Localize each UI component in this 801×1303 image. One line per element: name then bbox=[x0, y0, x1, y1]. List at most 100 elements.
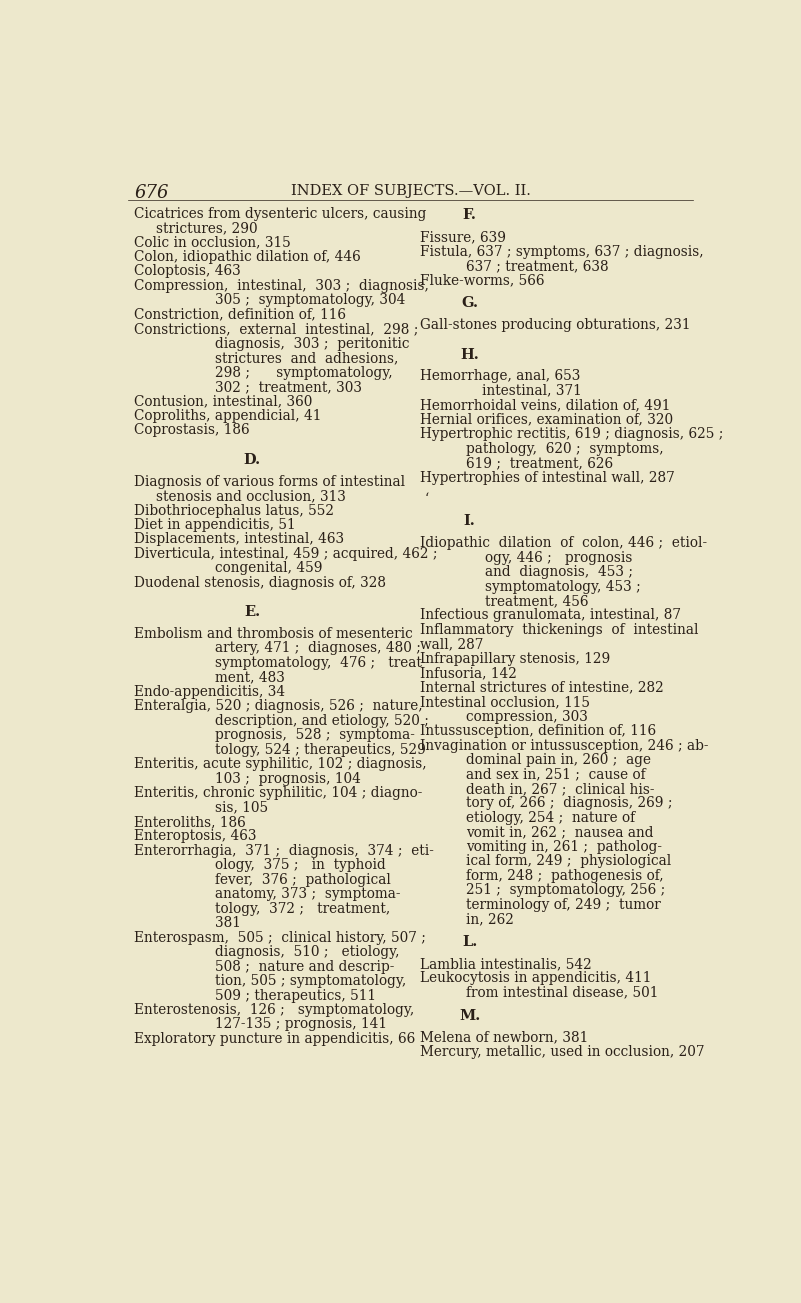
Text: Gall-stones producing obturations, 231: Gall-stones producing obturations, 231 bbox=[420, 318, 690, 332]
Text: treatment, 456: treatment, 456 bbox=[485, 594, 589, 609]
Text: strictures, 290: strictures, 290 bbox=[156, 222, 258, 235]
Text: L.: L. bbox=[462, 936, 477, 949]
Text: 298 ;      symptomatology,: 298 ; symptomatology, bbox=[215, 366, 392, 379]
Text: 305 ;  symptomatology, 304: 305 ; symptomatology, 304 bbox=[215, 293, 405, 308]
Text: Hypertrophic rectitis, 619 ; diagnosis, 625 ;: Hypertrophic rectitis, 619 ; diagnosis, … bbox=[420, 427, 723, 442]
Text: fever,  376 ;  pathological: fever, 376 ; pathological bbox=[215, 873, 391, 887]
Text: Fluke-worms, 566: Fluke-worms, 566 bbox=[420, 274, 545, 288]
Text: vomit in, 262 ;  nausea and: vomit in, 262 ; nausea and bbox=[466, 825, 654, 839]
Text: Embolism and thrombosis of mesenteric: Embolism and thrombosis of mesenteric bbox=[135, 627, 413, 641]
Text: Diagnosis of various forms of intestinal: Diagnosis of various forms of intestinal bbox=[135, 474, 405, 489]
Text: Hemorrhage, anal, 653: Hemorrhage, anal, 653 bbox=[420, 369, 580, 383]
Text: Enterostenosis,  126 ;   symptomatology,: Enterostenosis, 126 ; symptomatology, bbox=[135, 1003, 415, 1018]
Text: anatomy, 373 ;  symptoma-: anatomy, 373 ; symptoma- bbox=[215, 887, 400, 902]
Text: Enterospasm,  505 ;  clinical history, 507 ;: Enterospasm, 505 ; clinical history, 507… bbox=[135, 930, 426, 945]
Text: sis, 105: sis, 105 bbox=[215, 800, 268, 814]
Text: Colic in occlusion, 315: Colic in occlusion, 315 bbox=[135, 236, 291, 249]
Text: vomiting in, 261 ;  patholog-: vomiting in, 261 ; patholog- bbox=[466, 840, 662, 853]
Text: tology,  372 ;   treatment,: tology, 372 ; treatment, bbox=[215, 902, 390, 916]
Text: H.: H. bbox=[460, 348, 479, 362]
Text: tion, 505 ; symptomatology,: tion, 505 ; symptomatology, bbox=[215, 975, 406, 988]
Text: 637 ; treatment, 638: 637 ; treatment, 638 bbox=[466, 259, 609, 274]
Text: Constriction, definition of, 116: Constriction, definition of, 116 bbox=[135, 308, 346, 322]
Text: 251 ;  symptomatology, 256 ;: 251 ; symptomatology, 256 ; bbox=[466, 883, 666, 898]
Text: Lamblia intestinalis, 542: Lamblia intestinalis, 542 bbox=[420, 956, 592, 971]
Text: and sex in, 251 ;  cause of: and sex in, 251 ; cause of bbox=[466, 767, 646, 782]
Text: pathology,  620 ;  symptoms,: pathology, 620 ; symptoms, bbox=[466, 442, 664, 456]
Text: 302 ;  treatment, 303: 302 ; treatment, 303 bbox=[215, 380, 362, 394]
Text: 381: 381 bbox=[215, 916, 241, 930]
Text: prognosis,  528 ;  symptoma-: prognosis, 528 ; symptoma- bbox=[215, 728, 415, 743]
Text: Dibothriocephalus latus, 552: Dibothriocephalus latus, 552 bbox=[135, 503, 334, 517]
Text: Displacements, intestinal, 463: Displacements, intestinal, 463 bbox=[135, 533, 344, 546]
Text: compression, 303: compression, 303 bbox=[466, 710, 588, 723]
Text: Hernial orifices, examination of, 320: Hernial orifices, examination of, 320 bbox=[420, 413, 673, 426]
Text: congenital, 459: congenital, 459 bbox=[215, 562, 323, 576]
Text: Inflammatory  thickenings  of  intestinal: Inflammatory thickenings of intestinal bbox=[420, 623, 698, 637]
Text: 619 ;  treatment, 626: 619 ; treatment, 626 bbox=[466, 456, 614, 470]
Text: Cicatrices from dysenteric ulcers, causing: Cicatrices from dysenteric ulcers, causi… bbox=[135, 206, 427, 220]
Text: Infusoria, 142: Infusoria, 142 bbox=[420, 666, 517, 680]
Text: Enteroptosis, 463: Enteroptosis, 463 bbox=[135, 830, 257, 843]
Text: diagnosis,  303 ;  peritonitic: diagnosis, 303 ; peritonitic bbox=[215, 336, 409, 351]
Text: D.: D. bbox=[244, 453, 261, 466]
Text: ‘: ‘ bbox=[425, 491, 429, 506]
Text: diagnosis,  510 ;   etiology,: diagnosis, 510 ; etiology, bbox=[215, 945, 400, 959]
Text: Endo-appendicitis, 34: Endo-appendicitis, 34 bbox=[135, 685, 285, 698]
Text: M.: M. bbox=[459, 1009, 480, 1023]
Text: ment, 483: ment, 483 bbox=[215, 670, 285, 684]
Text: ology,  375 ;   in  typhoid: ology, 375 ; in typhoid bbox=[215, 859, 386, 873]
Text: Fissure, 639: Fissure, 639 bbox=[420, 231, 505, 244]
Text: Enterorrhagia,  371 ;  diagnosis,  374 ;  eti-: Enterorrhagia, 371 ; diagnosis, 374 ; et… bbox=[135, 844, 434, 857]
Text: wall, 287: wall, 287 bbox=[420, 637, 483, 652]
Text: Diverticula, intestinal, 459 ; acquired, 462 ;: Diverticula, intestinal, 459 ; acquired,… bbox=[135, 547, 438, 560]
Text: 508 ;  nature and descrip-: 508 ; nature and descrip- bbox=[215, 959, 394, 973]
Text: 676: 676 bbox=[135, 185, 169, 202]
Text: Intestinal occlusion, 115: Intestinal occlusion, 115 bbox=[420, 696, 590, 709]
Text: Melena of newborn, 381: Melena of newborn, 381 bbox=[420, 1031, 588, 1044]
Text: Coloptosis, 463: Coloptosis, 463 bbox=[135, 265, 241, 279]
Text: Coproliths, appendicial, 41: Coproliths, appendicial, 41 bbox=[135, 409, 322, 423]
Text: symptomatology,  476 ;   treat-: symptomatology, 476 ; treat- bbox=[215, 655, 426, 670]
Text: Compression,  intestinal,  303 ;  diagnosis,: Compression, intestinal, 303 ; diagnosis… bbox=[135, 279, 429, 293]
Text: ical form, 249 ;  physiological: ical form, 249 ; physiological bbox=[466, 855, 671, 868]
Text: Infrapapillary stenosis, 129: Infrapapillary stenosis, 129 bbox=[420, 652, 610, 666]
Text: I.: I. bbox=[464, 515, 475, 529]
Text: Internal strictures of intestine, 282: Internal strictures of intestine, 282 bbox=[420, 680, 663, 694]
Text: Intussusception, definition of, 116: Intussusception, definition of, 116 bbox=[420, 724, 656, 739]
Text: tology, 524 ; therapeutics, 529: tology, 524 ; therapeutics, 529 bbox=[215, 743, 426, 757]
Text: dominal pain in, 260 ;  age: dominal pain in, 260 ; age bbox=[466, 753, 651, 767]
Text: Enteralgia, 520 ; diagnosis, 526 ;  nature,: Enteralgia, 520 ; diagnosis, 526 ; natur… bbox=[135, 700, 423, 713]
Text: symptomatology, 453 ;: symptomatology, 453 ; bbox=[485, 580, 641, 594]
Text: Enteritis, chronic syphilitic, 104 ; diagno-: Enteritis, chronic syphilitic, 104 ; dia… bbox=[135, 786, 423, 800]
Text: artery, 471 ;  diagnoses, 480 ;: artery, 471 ; diagnoses, 480 ; bbox=[215, 641, 421, 655]
Text: and  diagnosis,  453 ;: and diagnosis, 453 ; bbox=[485, 566, 633, 579]
Text: Diet in appendicitis, 51: Diet in appendicitis, 51 bbox=[135, 519, 296, 532]
Text: in, 262: in, 262 bbox=[466, 912, 514, 926]
Text: F.: F. bbox=[462, 208, 477, 223]
Text: 103 ;  prognosis, 104: 103 ; prognosis, 104 bbox=[215, 771, 360, 786]
Text: Constrictions,  external  intestinal,  298 ;: Constrictions, external intestinal, 298 … bbox=[135, 322, 419, 336]
Text: Colon, idiopathic dilation of, 446: Colon, idiopathic dilation of, 446 bbox=[135, 250, 361, 265]
Text: G.: G. bbox=[461, 297, 478, 310]
Text: intestinal, 371: intestinal, 371 bbox=[482, 384, 582, 397]
Text: 127-135 ; prognosis, 141: 127-135 ; prognosis, 141 bbox=[215, 1018, 387, 1032]
Text: ogy, 446 ;   prognosis: ogy, 446 ; prognosis bbox=[485, 551, 632, 564]
Text: description, and etiology, 520 ;: description, and etiology, 520 ; bbox=[215, 714, 429, 728]
Text: Idiopathic  dilation  of  colon, 446 ;  etiol-: Idiopathic dilation of colon, 446 ; etio… bbox=[420, 536, 707, 550]
Text: Invagination or intussusception, 246 ; ab-: Invagination or intussusception, 246 ; a… bbox=[420, 739, 708, 753]
Text: tory of, 266 ;  diagnosis, 269 ;: tory of, 266 ; diagnosis, 269 ; bbox=[466, 796, 673, 810]
Text: form, 248 ;  pathogenesis of,: form, 248 ; pathogenesis of, bbox=[466, 869, 664, 883]
Text: terminology of, 249 ;  tumor: terminology of, 249 ; tumor bbox=[466, 898, 661, 912]
Text: Enteritis, acute syphilitic, 102 ; diagnosis,: Enteritis, acute syphilitic, 102 ; diagn… bbox=[135, 757, 427, 771]
Text: Coprostasis, 186: Coprostasis, 186 bbox=[135, 423, 250, 438]
Text: INDEX OF SUBJECTS.—VOL. II.: INDEX OF SUBJECTS.—VOL. II. bbox=[291, 185, 530, 198]
Text: Enteroliths, 186: Enteroliths, 186 bbox=[135, 814, 246, 829]
Text: Exploratory puncture in appendicitis, 66: Exploratory puncture in appendicitis, 66 bbox=[135, 1032, 416, 1046]
Text: death in, 267 ;  clinical his-: death in, 267 ; clinical his- bbox=[466, 782, 655, 796]
Text: Fistula, 637 ; symptoms, 637 ; diagnosis,: Fistula, 637 ; symptoms, 637 ; diagnosis… bbox=[420, 245, 703, 258]
Text: Hypertrophies of intestinal wall, 287: Hypertrophies of intestinal wall, 287 bbox=[420, 470, 674, 485]
Text: 509 ; therapeutics, 511: 509 ; therapeutics, 511 bbox=[215, 989, 376, 1002]
Text: strictures  and  adhesions,: strictures and adhesions, bbox=[215, 351, 398, 365]
Text: etiology, 254 ;  nature of: etiology, 254 ; nature of bbox=[466, 810, 635, 825]
